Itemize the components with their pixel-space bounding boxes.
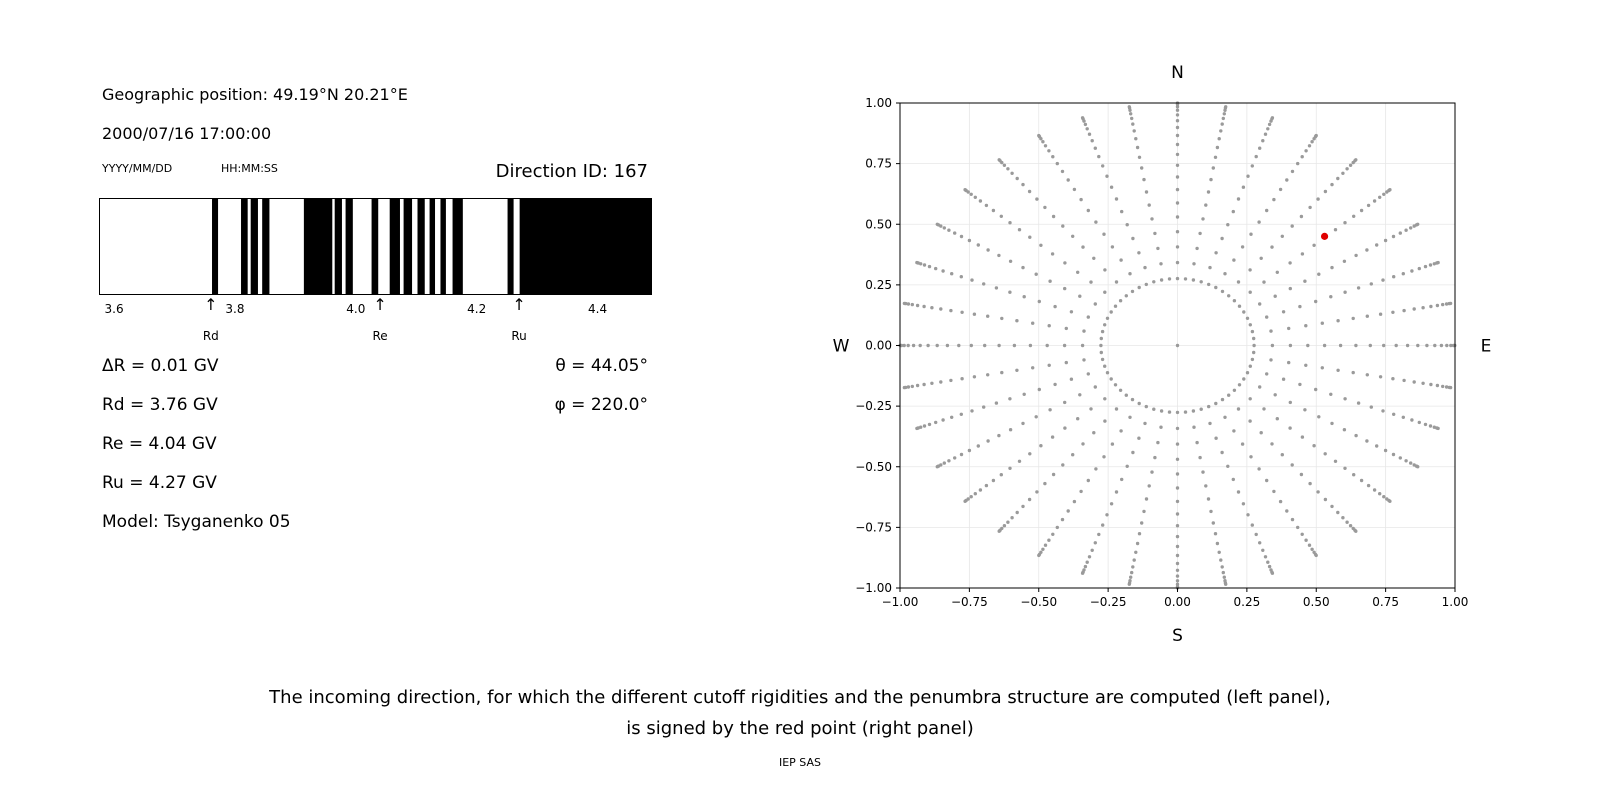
x-tick-label: −0.25: [1090, 595, 1127, 609]
penumbra-bar: [429, 199, 436, 294]
penumbra-bar: [403, 199, 413, 294]
cutoff-marker-arrow-icon: ↑: [512, 295, 526, 314]
penumbra-bar: [507, 199, 514, 294]
model-text: Model: Tsyganenko 05: [102, 512, 291, 532]
penumbra-x-tick-label: 4.2: [467, 302, 487, 316]
x-tick-label: 1.00: [1442, 595, 1469, 609]
credit-text: IEP SAS: [778, 756, 822, 769]
penumbra-x-tick-label: 3.6: [104, 302, 124, 316]
compass-south-label: S: [1172, 626, 1183, 646]
caption-line-2: is signed by the red point (right panel): [626, 718, 974, 739]
cutoff-marker-label: Rd: [202, 329, 219, 343]
compass-west-label: W: [833, 337, 850, 357]
penumbra-x-tick-label: 4.0: [346, 302, 366, 316]
penumbra-bar: [519, 199, 652, 294]
direction-id-text: Direction ID: 167: [495, 161, 648, 182]
caption-line-1: The incoming direction, for which the di…: [269, 687, 1331, 708]
penumbra-plot: [99, 198, 652, 295]
cutoff-marker-label: Ru: [511, 329, 527, 343]
x-tick-label: −0.50: [1020, 595, 1057, 609]
y-tick-label: 0.75: [865, 157, 892, 171]
y-tick-label: −0.25: [855, 399, 892, 413]
penumbra-bar: [241, 199, 248, 294]
penumbra-bar: [389, 199, 400, 294]
penumbra-bar: [371, 199, 379, 294]
penumbra-bar: [452, 199, 463, 294]
ru-value: Ru = 4.27 GV: [102, 473, 217, 493]
re-value: Re = 4.04 GV: [102, 434, 217, 454]
direction-plot: −1.00 −0.75 −0.50 −0.25 0.00 0.25 0.50 0.75 1.00…: [833, 63, 1492, 646]
y-tick-label: 0.25: [865, 278, 892, 292]
penumbra-bar: [417, 199, 425, 294]
y-tick-label: 0.50: [865, 217, 892, 231]
phi-value: φ = 220.0°: [554, 395, 648, 415]
cutoff-marker-arrow-icon: ↑: [204, 295, 218, 314]
penumbra-bar: [303, 199, 333, 294]
x-tick-label: −1.00: [882, 595, 919, 609]
x-tick-label: −0.75: [951, 595, 988, 609]
cutoff-marker-label: Re: [372, 329, 388, 343]
cutoff-marker-arrow-icon: ↑: [373, 295, 387, 314]
y-tick-label: 1.00: [865, 96, 892, 110]
date-format-label: YYYY/MM/DD: [102, 162, 173, 175]
penumbra-bar: [212, 199, 219, 294]
penumbra-x-tick-label: 4.4: [588, 302, 608, 316]
y-tick-label: 0.00: [865, 339, 892, 353]
datetime-text: 2000/07/16 17:00:00: [102, 124, 272, 143]
rd-value: Rd = 3.76 GV: [102, 395, 218, 415]
y-tick-label: −0.75: [855, 520, 892, 534]
y-tick-label: −0.50: [855, 460, 892, 474]
x-tick-label: 0.75: [1372, 595, 1399, 609]
y-tick-label: −1.00: [855, 581, 892, 595]
x-tick-label: 0.25: [1234, 595, 1261, 609]
compass-east-label: E: [1481, 337, 1492, 357]
time-format-label: HH:MM:SS: [221, 162, 278, 175]
penumbra-bar: [345, 199, 353, 294]
geo-position-text: Geographic position: 49.19°N 20.21°E: [102, 85, 408, 104]
penumbra-x-tick-label: 3.8: [225, 302, 245, 316]
theta-value: θ = 44.05°: [555, 356, 648, 376]
x-tick-label: 0.50: [1303, 595, 1330, 609]
compass-north-label: N: [1171, 63, 1184, 83]
x-tick-label: 0.00: [1164, 595, 1191, 609]
delta-r-value: ΔR = 0.01 GV: [102, 356, 219, 376]
penumbra-bar: [334, 199, 342, 294]
penumbra-bar: [250, 199, 258, 294]
penumbra-bar: [262, 199, 270, 294]
penumbra-x-axis: 3.6 3.8 4.0 4.2 4.4 ↑ Rd ↑ Re ↑ Ru: [99, 0, 652, 360]
penumbra-bar: [440, 199, 446, 294]
red-point-marker: [1320, 232, 1329, 240]
